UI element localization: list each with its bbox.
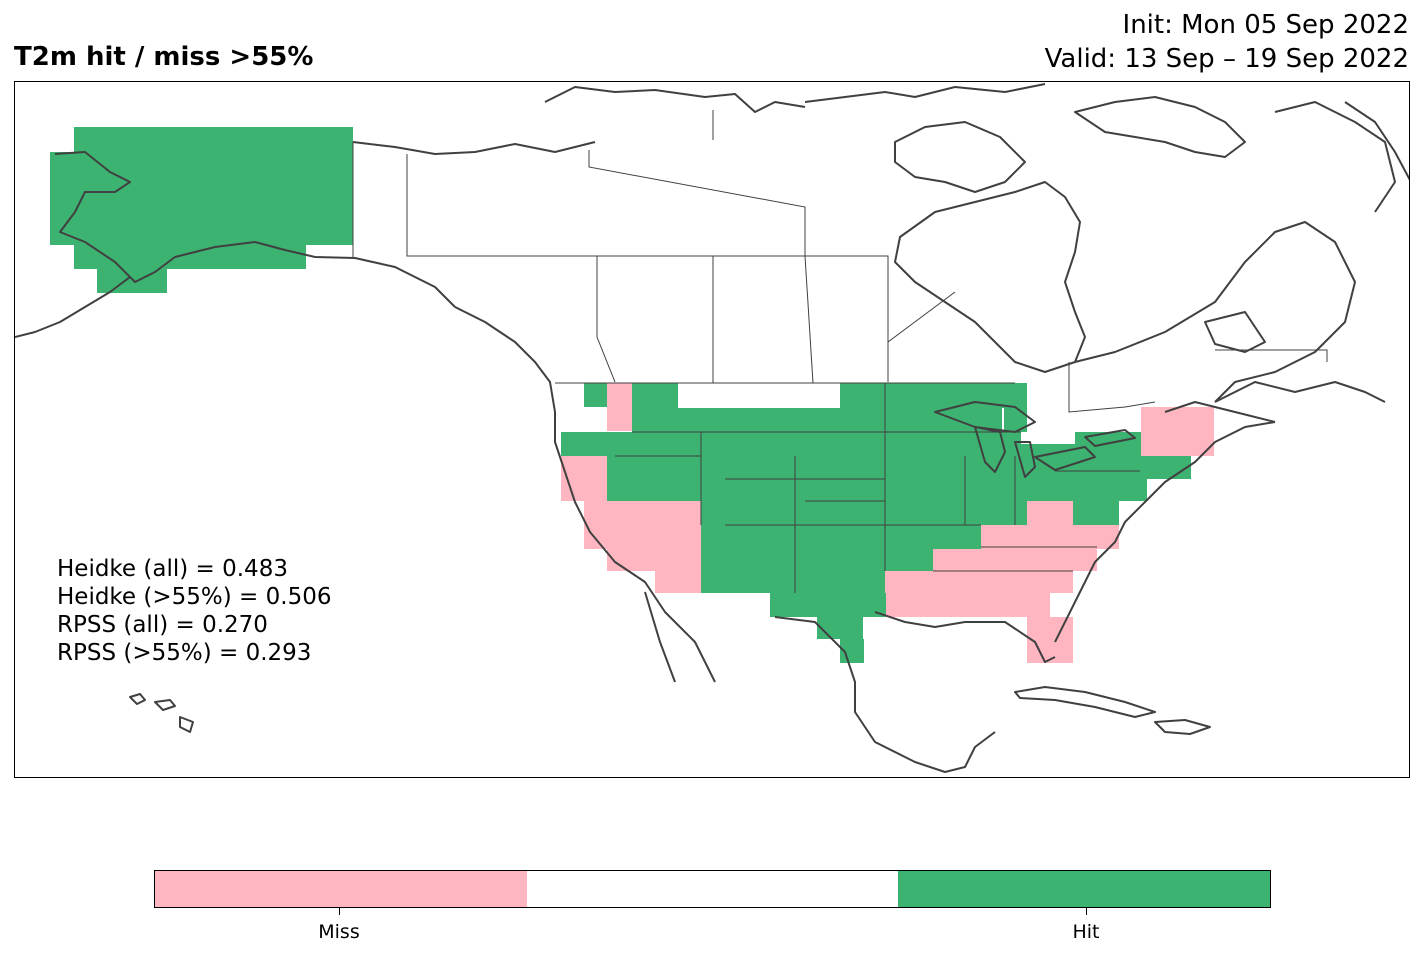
alaska-hit-region <box>50 127 353 293</box>
map-title: T2m hit / miss >55% <box>14 42 314 72</box>
valid-range: Valid: 13 Sep – 19 Sep 2022 <box>1044 44 1409 74</box>
colorbar <box>154 870 1271 908</box>
colorbar-label-miss: Miss <box>318 921 360 943</box>
conus-miss-region <box>561 383 1214 663</box>
colorbar-tick-miss <box>339 908 340 915</box>
coastlines <box>15 83 1409 773</box>
colorbar-neutral-segment <box>526 871 899 907</box>
map-canvas <box>15 83 1409 773</box>
colorbar-tick-hit <box>1086 908 1087 915</box>
colorbar-label-hit: Hit <box>1072 921 1100 943</box>
colorbar-miss-segment <box>155 871 527 907</box>
heidke-55: Heidke (>55%) = 0.506 <box>57 584 332 610</box>
rpss-all: RPSS (all) = 0.270 <box>57 612 268 638</box>
conus-hit-region <box>561 383 1191 663</box>
colorbar-hit-segment <box>898 871 1271 907</box>
rpss-55: RPSS (>55%) = 0.293 <box>57 640 312 666</box>
score-stats: Heidke (all) = 0.483 Heidke (>55%) = 0.5… <box>57 555 331 667</box>
date-info: Init: Mon 05 Sep 2022 Valid: 13 Sep – 19… <box>1045 8 1409 76</box>
init-date: Init: Mon 05 Sep 2022 <box>1122 10 1409 40</box>
heidke-all: Heidke (all) = 0.483 <box>57 556 288 582</box>
map-panel <box>14 81 1410 778</box>
borders <box>352 110 1328 593</box>
